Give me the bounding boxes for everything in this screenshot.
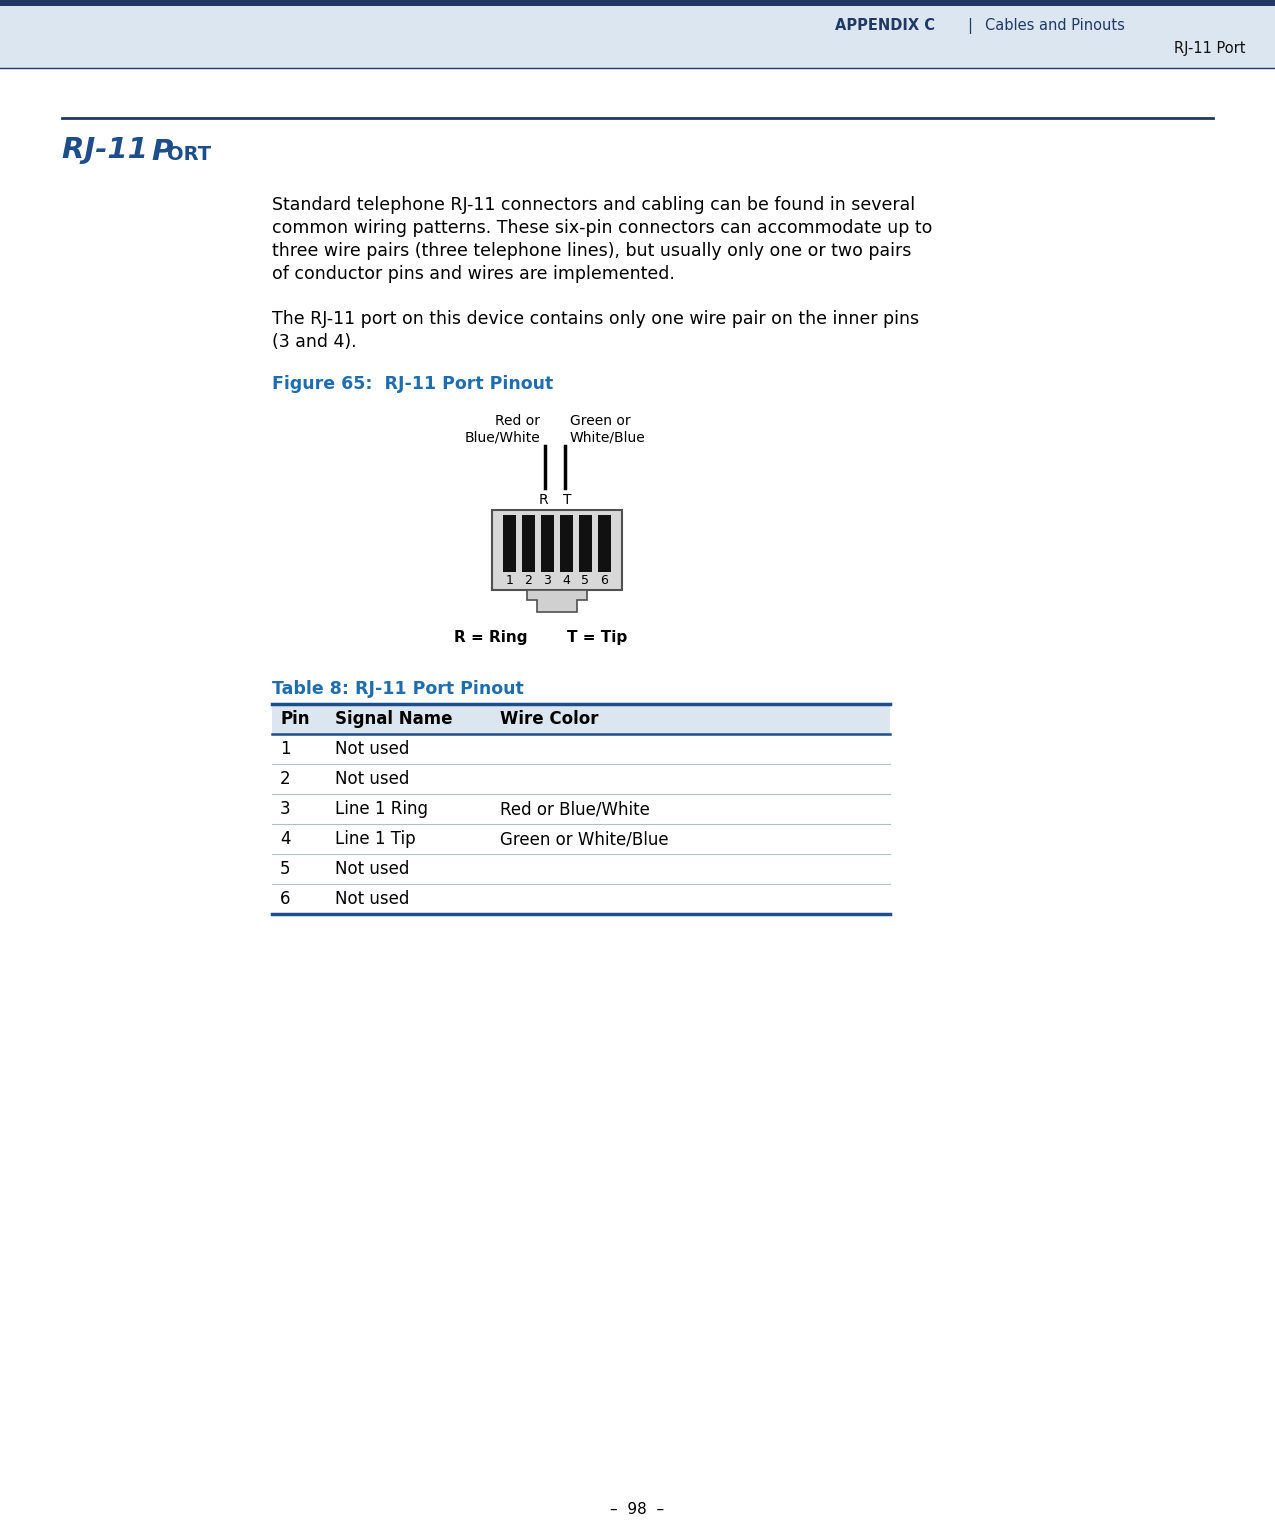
Text: Not used: Not used xyxy=(335,890,409,908)
Text: RJ-11 Port: RJ-11 Port xyxy=(1173,40,1244,55)
Text: 5: 5 xyxy=(280,859,291,878)
Bar xyxy=(579,515,592,571)
Text: RJ-11: RJ-11 xyxy=(62,136,158,164)
Text: 1: 1 xyxy=(506,573,514,587)
Text: 6: 6 xyxy=(280,890,291,908)
Bar xyxy=(0,6,1275,67)
Text: common wiring patterns. These six-pin connectors can accommodate up to: common wiring patterns. These six-pin co… xyxy=(272,219,932,237)
Text: Table 8: RJ-11 Port Pinout: Table 8: RJ-11 Port Pinout xyxy=(272,680,524,699)
Text: 3: 3 xyxy=(280,800,291,818)
Text: |: | xyxy=(968,18,973,34)
Text: R = Ring: R = Ring xyxy=(454,630,527,645)
Text: Line 1 Tip: Line 1 Tip xyxy=(335,830,416,849)
Text: 2: 2 xyxy=(524,573,533,587)
Text: Wire Color: Wire Color xyxy=(500,709,598,728)
Bar xyxy=(541,515,555,571)
Text: 4: 4 xyxy=(562,573,570,587)
Bar xyxy=(560,515,572,571)
Text: Line 1 Ring: Line 1 Ring xyxy=(335,800,428,818)
Text: Red or
Blue/White: Red or Blue/White xyxy=(464,414,541,444)
Bar xyxy=(0,0,1275,6)
Text: (3 and 4).: (3 and 4). xyxy=(272,332,357,351)
Text: APPENDIX C: APPENDIX C xyxy=(835,18,935,34)
Text: T: T xyxy=(562,493,571,507)
Text: Not used: Not used xyxy=(335,859,409,878)
Text: 6: 6 xyxy=(601,573,608,587)
Text: Not used: Not used xyxy=(335,771,409,787)
Text: R: R xyxy=(538,493,548,507)
Text: The RJ-11 port on this device contains only one wire pair on the inner pins: The RJ-11 port on this device contains o… xyxy=(272,309,919,328)
Text: Green or
White/Blue: Green or White/Blue xyxy=(570,414,645,444)
Text: ORT: ORT xyxy=(167,144,212,164)
Text: 4: 4 xyxy=(280,830,291,849)
Text: –  98  –: – 98 – xyxy=(609,1503,664,1518)
Bar xyxy=(504,515,516,571)
Bar xyxy=(598,515,611,571)
Bar xyxy=(521,515,536,571)
Text: P: P xyxy=(150,138,172,165)
Text: Cables and Pinouts: Cables and Pinouts xyxy=(986,18,1125,34)
Polygon shape xyxy=(527,590,586,611)
Text: Not used: Not used xyxy=(335,740,409,758)
Text: Figure 65:  RJ-11 Port Pinout: Figure 65: RJ-11 Port Pinout xyxy=(272,375,553,394)
Text: 2: 2 xyxy=(280,771,291,787)
Text: 3: 3 xyxy=(543,573,551,587)
Text: Pin: Pin xyxy=(280,709,310,728)
Text: Signal Name: Signal Name xyxy=(335,709,453,728)
Text: 1: 1 xyxy=(280,740,291,758)
Bar xyxy=(272,705,890,734)
Text: Standard telephone RJ-11 connectors and cabling can be found in several: Standard telephone RJ-11 connectors and … xyxy=(272,196,915,214)
Text: 5: 5 xyxy=(581,573,589,587)
Text: Green or White/Blue: Green or White/Blue xyxy=(500,830,668,849)
Text: three wire pairs (three telephone lines), but usually only one or two pairs: three wire pairs (three telephone lines)… xyxy=(272,242,912,260)
Text: Red or Blue/White: Red or Blue/White xyxy=(500,800,650,818)
Bar xyxy=(492,510,622,590)
Text: of conductor pins and wires are implemented.: of conductor pins and wires are implemen… xyxy=(272,265,674,283)
Text: T = Tip: T = Tip xyxy=(567,630,627,645)
